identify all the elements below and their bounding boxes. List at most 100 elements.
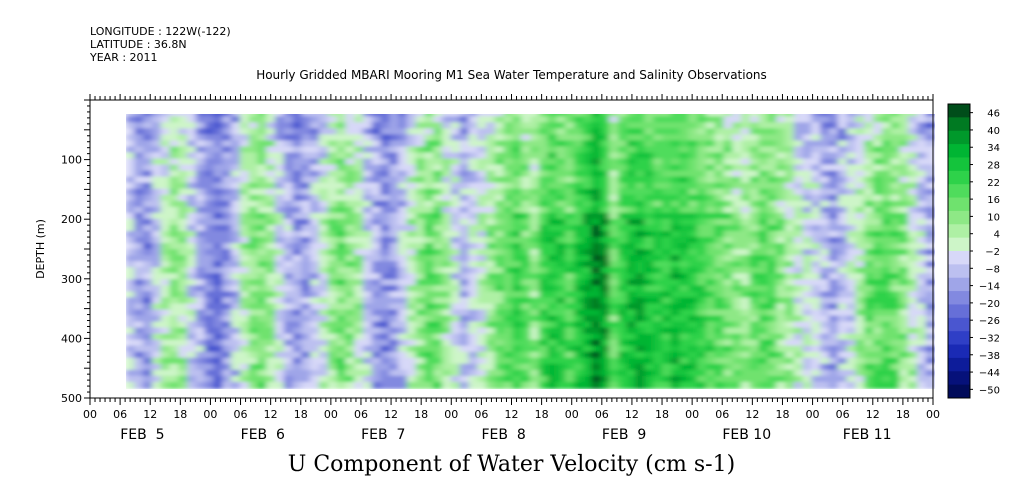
heatmap-cell xyxy=(169,128,180,136)
heatmap-cell xyxy=(195,212,206,220)
colorbar-swatch xyxy=(948,210,970,225)
heatmap-cell xyxy=(231,134,241,142)
heatmap-cell xyxy=(512,363,523,371)
heatmap-cell xyxy=(811,309,822,317)
heatmap-cell xyxy=(573,249,584,257)
heatmap-cell xyxy=(828,134,839,142)
heatmap-cell xyxy=(758,267,769,275)
heatmap-cell xyxy=(811,188,822,196)
heatmap-cell xyxy=(705,315,716,323)
heatmap-cell xyxy=(354,200,364,208)
heatmap-cell xyxy=(433,237,444,245)
heatmap-cell xyxy=(318,224,329,232)
heatmap-cell xyxy=(899,116,910,124)
heatmap-cell xyxy=(846,218,857,226)
heatmap-cell xyxy=(582,182,593,190)
heatmap-cell xyxy=(697,369,707,377)
heatmap-cell xyxy=(354,291,364,299)
heatmap-cell xyxy=(354,128,364,136)
heatmap-cell xyxy=(257,297,268,305)
heatmap-cell xyxy=(732,116,743,124)
heatmap-cell xyxy=(283,321,294,329)
heatmap-cell xyxy=(547,237,558,245)
heatmap-cell xyxy=(811,224,822,232)
heatmap-cell xyxy=(257,351,268,359)
heatmap-cell xyxy=(512,273,523,281)
heatmap-cell xyxy=(785,363,795,371)
heatmap-cell xyxy=(318,128,329,136)
heatmap-cell xyxy=(301,303,312,311)
heatmap-cell xyxy=(433,146,444,154)
heatmap-cell xyxy=(151,339,162,347)
heatmap-cell xyxy=(573,224,584,232)
heatmap-cell xyxy=(126,345,136,353)
heatmap-cell xyxy=(872,279,883,287)
heatmap-cell xyxy=(872,140,883,148)
heatmap-cell xyxy=(143,315,153,323)
heatmap-cell xyxy=(565,369,575,377)
heatmap-cell xyxy=(890,237,901,245)
heatmap-cell xyxy=(512,146,523,154)
heatmap-cell xyxy=(512,243,523,251)
heatmap-cell xyxy=(521,261,531,269)
heatmap-cell xyxy=(406,134,417,142)
heatmap-cell xyxy=(626,114,637,118)
heatmap-cell xyxy=(767,140,778,148)
heatmap-cell xyxy=(591,116,602,124)
heatmap-cell xyxy=(820,327,830,335)
heatmap-cell xyxy=(380,134,391,142)
heatmap-cell xyxy=(380,243,391,251)
heatmap-cell xyxy=(714,218,725,226)
heatmap-cell xyxy=(512,369,523,377)
heatmap-cell xyxy=(424,140,435,148)
heatmap-cell xyxy=(864,194,874,202)
heatmap-cell xyxy=(776,309,787,317)
heatmap-cell xyxy=(661,140,672,148)
heatmap-cell xyxy=(872,200,883,208)
heatmap-cell xyxy=(204,194,215,202)
heatmap-cell xyxy=(767,327,778,335)
heatmap-cell xyxy=(239,134,250,142)
heatmap-cell xyxy=(547,218,558,226)
heatmap-cell xyxy=(389,297,400,305)
heatmap-cell xyxy=(582,134,593,142)
heatmap-cell xyxy=(362,212,373,220)
heatmap-cell xyxy=(468,285,479,293)
heatmap-cell xyxy=(424,114,435,118)
heatmap-cell xyxy=(433,170,444,178)
heatmap-cell xyxy=(538,369,549,377)
heatmap-cell xyxy=(820,375,830,383)
heatmap-cell xyxy=(266,230,276,239)
heatmap-cell xyxy=(433,267,444,275)
heatmap-cell xyxy=(442,261,452,269)
heatmap-cell xyxy=(776,140,787,148)
heatmap-cell xyxy=(354,267,364,275)
heatmap-cell xyxy=(609,333,619,341)
heatmap-cell xyxy=(354,122,364,130)
heatmap-cell xyxy=(758,285,769,293)
heatmap-cell xyxy=(222,158,233,166)
heatmap-cell xyxy=(318,164,329,172)
heatmap-cell xyxy=(732,194,743,202)
heatmap-cell xyxy=(723,158,734,166)
heatmap-cell xyxy=(723,128,734,136)
heatmap-cell xyxy=(881,363,892,371)
heatmap-cell xyxy=(785,267,795,275)
heatmap-cell xyxy=(872,273,883,281)
heatmap-cell xyxy=(890,285,901,293)
heatmap-cell xyxy=(257,230,268,239)
heatmap-cell xyxy=(512,218,523,226)
heatmap-cell xyxy=(169,303,180,311)
heatmap-cell xyxy=(248,363,259,371)
heatmap-cell xyxy=(855,176,866,184)
heatmap-cell xyxy=(714,176,725,184)
heatmap-cell xyxy=(573,375,584,383)
heatmap-cell xyxy=(741,381,751,389)
heatmap-cell xyxy=(688,170,699,178)
heatmap-cell xyxy=(741,327,751,335)
heatmap-cell xyxy=(556,152,567,160)
heatmap-cell xyxy=(811,297,822,305)
heatmap-cell xyxy=(433,273,444,281)
heatmap-cell xyxy=(758,255,769,263)
heatmap-cell xyxy=(670,333,681,341)
